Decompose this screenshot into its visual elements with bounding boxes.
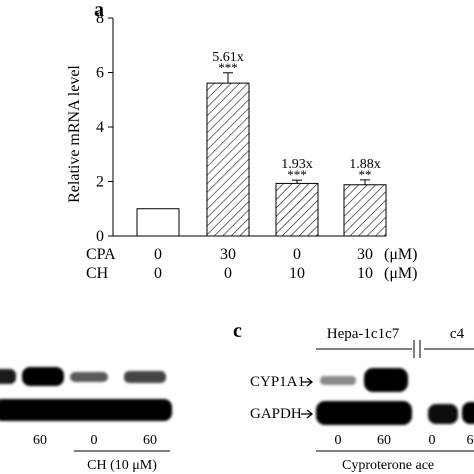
blot-left-band: [0, 369, 16, 384]
panel-a-label: a: [94, 0, 104, 21]
condition-rows: CPA 0 30 0 30 (μM) CH 0 0 10 10 (μM): [86, 246, 417, 282]
blot-c-treatment-label: Cyproterone ace: [342, 458, 434, 473]
condition-label-cpa: CPA: [86, 246, 116, 263]
condition-unit-ch: (μM): [384, 265, 417, 282]
fold-change-label: 1.93x: [281, 157, 313, 172]
arrow-icon: [301, 409, 314, 419]
blot-left-lane-label: 60: [33, 433, 47, 448]
blot-c-lane-label: 0: [335, 433, 342, 448]
condition-unit-cpa: (μM): [384, 246, 417, 263]
condition-value-ch: 0: [224, 265, 232, 282]
blot-c-gapdh-band: [462, 402, 474, 424]
blot-c-gapdh-band: [316, 401, 412, 425]
blot-left-gapdh-band: [0, 399, 172, 421]
blot-c-band: [364, 368, 408, 392]
condition-value-ch: 10: [357, 265, 373, 282]
blot-c: Hepa-1c1c7 c4 CYP1A1 GAPDH 0 60 0 6 Cypr…: [250, 326, 474, 473]
cell-line-label: Hepa-1c1c7: [327, 326, 400, 342]
blot-c-band: [320, 376, 356, 385]
blot-left-treatment-label: CH (10 μM): [87, 458, 157, 473]
blot-c-lane-label: 0: [429, 433, 436, 448]
condition-value-ch: 10: [289, 265, 305, 282]
blot-left-lane-label: 0: [91, 433, 98, 448]
condition-value-cpa: 30: [357, 246, 373, 263]
condition-label-ch: CH: [86, 265, 109, 282]
blot-c-lane-label: 6: [467, 433, 474, 448]
y-tick-label: 0: [96, 228, 104, 245]
blot-left-band: [70, 372, 108, 382]
condition-value-ch: 0: [154, 265, 162, 282]
y-tick-label: 6: [96, 65, 104, 82]
fold-change-label: 5.61x: [212, 50, 244, 65]
blot-c-lane-label: 60: [377, 433, 391, 448]
significance-label: ***: [218, 60, 238, 75]
bars: ***5.61x***1.93x**1.88x: [136, 50, 387, 237]
y-tick-label: 8: [96, 10, 104, 27]
arrow-icon: [301, 377, 314, 387]
y-tick-label: 4: [96, 119, 104, 136]
panel-c-label: c: [233, 320, 242, 342]
blot-left-band: [22, 367, 64, 386]
blot-left-band: [124, 371, 166, 383]
cell-line-label: c4: [450, 326, 465, 342]
row-label-cyp1a1: CYP1A1: [250, 374, 305, 390]
condition-value-cpa: 0: [293, 246, 301, 263]
condition-value-cpa: 0: [154, 246, 162, 263]
bar: [136, 208, 180, 237]
blot-left: 60 0 60 CH (10 μM): [0, 367, 172, 473]
bar: [275, 182, 319, 237]
row-label-gapdh: GAPDH: [250, 406, 302, 422]
y-ticks: 0 2 4 6 8: [96, 10, 113, 245]
significance-label: ***: [287, 167, 307, 182]
bar: [206, 82, 250, 237]
y-axis-label: Relative mRNA level: [66, 65, 83, 203]
y-tick-label: 2: [96, 174, 104, 191]
blot-c-gapdh-band: [428, 404, 458, 424]
bar: [343, 184, 387, 237]
significance-label: **: [359, 167, 372, 182]
fold-change-label: 1.88x: [349, 157, 381, 172]
condition-value-cpa: 30: [220, 246, 236, 263]
blot-left-lane-label: 60: [143, 433, 157, 448]
